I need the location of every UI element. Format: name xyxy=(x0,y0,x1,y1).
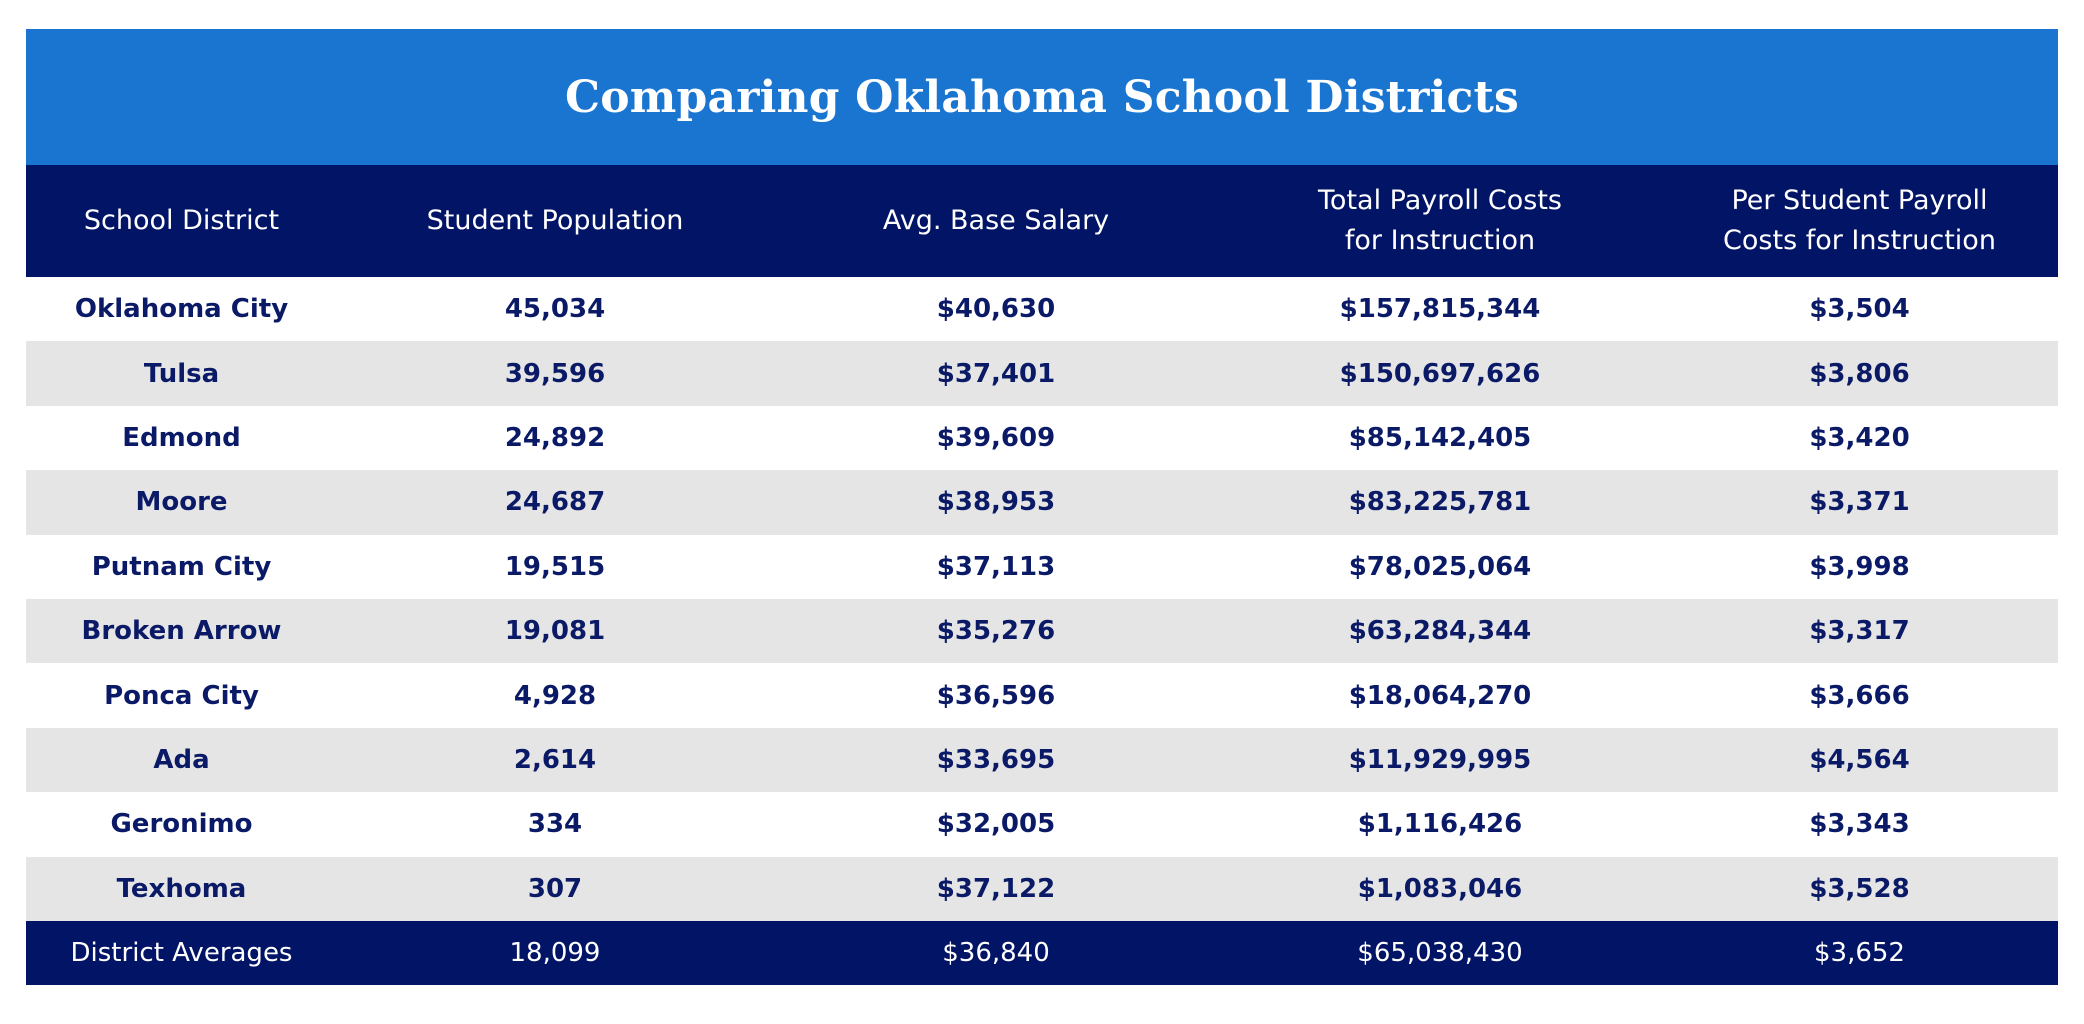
averages-student-population: 18,099 xyxy=(509,937,601,968)
table-footer: District Averages 18,099 $36,840 $65,038… xyxy=(26,920,2058,985)
header-line: for Instruction xyxy=(1344,225,1536,256)
cell-school-district: Geronimo xyxy=(110,809,253,840)
table-row: Moore 24,687 $38,953 $83,225,781 $3,371 xyxy=(26,470,2058,535)
cell-avg-base-salary: $37,401 xyxy=(936,358,1056,389)
cell-per-student-payroll: $3,998 xyxy=(1809,551,1910,582)
cell-avg-base-salary: $33,695 xyxy=(936,744,1056,775)
cell-student-population: 2,614 xyxy=(513,744,597,775)
cell-per-student-payroll: $3,371 xyxy=(1809,487,1910,518)
cell-school-district: Edmond xyxy=(122,422,241,453)
table-row: Ponca City 4,928 $36,596 $18,064,270 $3,666 xyxy=(26,663,2058,728)
table-title: Comparing Oklahoma School Districts xyxy=(565,71,1519,123)
cell-total-payroll: $1,083,046 xyxy=(1357,873,1523,904)
table-header: School District Student Population Avg. … xyxy=(26,165,2058,277)
cell-total-payroll: $78,025,064 xyxy=(1348,551,1532,582)
header-row: School District Student Population Avg. … xyxy=(26,165,2058,277)
cell-student-population: 307 xyxy=(527,873,583,904)
table-body: Oklahoma City 45,034 $40,630 $157,815,344 $3… xyxy=(26,277,2058,921)
table-row: Broken Arrow 19,081 $35,276 $63,284,344 $3,3… xyxy=(26,598,2058,664)
cell-school-district: Ada xyxy=(153,744,210,775)
cell-per-student-payroll: $3,420 xyxy=(1809,422,1910,453)
cell-avg-base-salary: $39,609 xyxy=(936,422,1056,453)
cell-total-payroll: $150,697,626 xyxy=(1339,358,1541,389)
cell-per-student-payroll: $4,564 xyxy=(1809,744,1910,775)
table-row: Ada 2,614 $33,695 $11,929,995 $4,564 xyxy=(26,727,2058,793)
cell-avg-base-salary: $37,113 xyxy=(936,551,1056,582)
table-row: Edmond 24,892 $39,609 $85,142,405 $3,420 xyxy=(26,405,2058,471)
header-avg-base-salary: Avg. Base Salary xyxy=(773,165,1219,277)
cell-total-payroll: $18,064,270 xyxy=(1348,680,1532,711)
cell-total-payroll: $157,815,344 xyxy=(1339,294,1541,325)
averages-total-payroll: $65,038,430 xyxy=(1357,937,1523,968)
header-per-student-payroll: Per Student Payroll Costs for Instructio… xyxy=(1661,165,2058,277)
header-line: Avg. Base Salary xyxy=(882,205,1110,236)
cell-avg-base-salary: $38,953 xyxy=(936,487,1056,518)
cell-avg-base-salary: $35,276 xyxy=(936,616,1056,647)
cell-student-population: 334 xyxy=(527,809,583,840)
cell-student-population: 4,928 xyxy=(513,680,597,711)
cell-student-population: 19,081 xyxy=(504,616,606,647)
data-table: School District Student Population Avg. … xyxy=(26,165,2058,985)
cell-avg-base-salary: $37,122 xyxy=(936,873,1056,904)
cell-per-student-payroll: $3,806 xyxy=(1809,358,1910,389)
averages-per-student-payroll: $3,652 xyxy=(1814,937,1905,968)
cell-total-payroll: $83,225,781 xyxy=(1348,487,1532,518)
cell-per-student-payroll: $3,666 xyxy=(1809,680,1910,711)
cell-avg-base-salary: $32,005 xyxy=(936,809,1056,840)
table-row: Putnam City 19,515 $37,113 $78,025,064 $3,99… xyxy=(26,534,2058,599)
cell-school-district: Texhoma xyxy=(116,873,247,904)
district-comparison-table: Comparing Oklahoma School Districts Scho… xyxy=(26,29,2058,985)
cell-student-population: 39,596 xyxy=(504,358,606,389)
header-total-payroll-costs: Total Payroll Costs for Instruction xyxy=(1219,165,1661,277)
table-row: Geronimo 334 $32,005 $1,116,426 $3,343 xyxy=(26,792,2058,857)
cell-school-district: Oklahoma City xyxy=(74,294,289,325)
cell-per-student-payroll: $3,504 xyxy=(1809,294,1910,325)
cell-school-district: Moore xyxy=(135,487,228,518)
table-row: Texhoma 307 $37,122 $1,083,046 $3,528 xyxy=(26,856,2058,921)
averages-avg-base-salary: $36,840 xyxy=(942,937,1050,968)
header-school-district: School District xyxy=(26,165,337,277)
averages-row: District Averages 18,099 $36,840 $65,038… xyxy=(26,920,2058,985)
averages-label: District Averages xyxy=(70,937,293,968)
header-line: Student Population xyxy=(426,205,684,236)
cell-total-payroll: $1,116,426 xyxy=(1357,809,1523,840)
cell-school-district: Putnam City xyxy=(91,551,272,582)
header-line: Total Payroll Costs xyxy=(1318,185,1562,216)
cell-student-population: 24,687 xyxy=(504,487,606,518)
cell-avg-base-salary: $36,596 xyxy=(936,680,1056,711)
cell-per-student-payroll: $3,343 xyxy=(1809,809,1910,840)
cell-total-payroll: $63,284,344 xyxy=(1348,616,1532,647)
cell-avg-base-salary: $40,630 xyxy=(936,294,1056,325)
cell-school-district: Tulsa xyxy=(143,358,220,389)
cell-per-student-payroll: $3,317 xyxy=(1809,616,1910,647)
header-line: School District xyxy=(83,205,280,236)
cell-school-district: Broken Arrow xyxy=(81,616,282,647)
cell-school-district: Ponca City xyxy=(104,680,259,711)
header-line: Per Student Payroll xyxy=(1731,185,1988,216)
cell-student-population: 45,034 xyxy=(504,294,606,325)
cell-per-student-payroll: $3,528 xyxy=(1809,873,1910,904)
header-line: Costs for Instruction xyxy=(1723,225,1996,256)
table-row: Tulsa 39,596 $37,401 $150,697,626 $3,806 xyxy=(26,341,2058,406)
title-bar: Comparing Oklahoma School Districts xyxy=(26,29,2058,165)
table-row: Oklahoma City 45,034 $40,630 $157,815,344 $3… xyxy=(26,277,2058,342)
cell-total-payroll: $11,929,995 xyxy=(1348,744,1532,775)
cell-total-payroll: $85,142,405 xyxy=(1348,422,1532,453)
cell-student-population: 24,892 xyxy=(504,422,606,453)
header-student-population: Student Population xyxy=(337,165,773,277)
cell-student-population: 19,515 xyxy=(504,551,606,582)
